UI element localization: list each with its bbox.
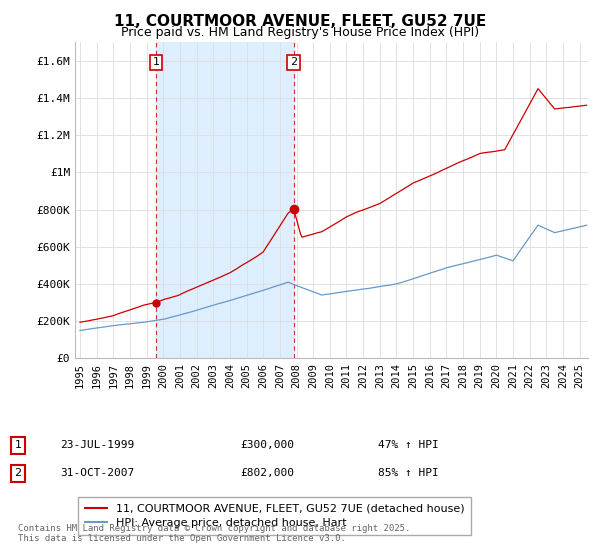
Text: £300,000: £300,000	[240, 440, 294, 450]
Text: £802,000: £802,000	[240, 468, 294, 478]
Bar	[156, 42, 293, 358]
Text: 31-OCT-2007: 31-OCT-2007	[60, 468, 134, 478]
Text: 85% ↑ HPI: 85% ↑ HPI	[378, 468, 439, 478]
Text: 2: 2	[290, 58, 297, 67]
Text: 1: 1	[14, 440, 22, 450]
Text: Price paid vs. HM Land Registry's House Price Index (HPI): Price paid vs. HM Land Registry's House …	[121, 26, 479, 39]
Text: 1: 1	[152, 58, 160, 67]
Text: 47% ↑ HPI: 47% ↑ HPI	[378, 440, 439, 450]
Legend: 11, COURTMOOR AVENUE, FLEET, GU52 7UE (detached house), HPI: Average price, deta: 11, COURTMOOR AVENUE, FLEET, GU52 7UE (d…	[78, 497, 471, 535]
Text: Contains HM Land Registry data © Crown copyright and database right 2025.
This d: Contains HM Land Registry data © Crown c…	[18, 524, 410, 543]
Text: 23-JUL-1999: 23-JUL-1999	[60, 440, 134, 450]
Text: 2: 2	[14, 468, 22, 478]
Text: 11, COURTMOOR AVENUE, FLEET, GU52 7UE: 11, COURTMOOR AVENUE, FLEET, GU52 7UE	[114, 14, 486, 29]
